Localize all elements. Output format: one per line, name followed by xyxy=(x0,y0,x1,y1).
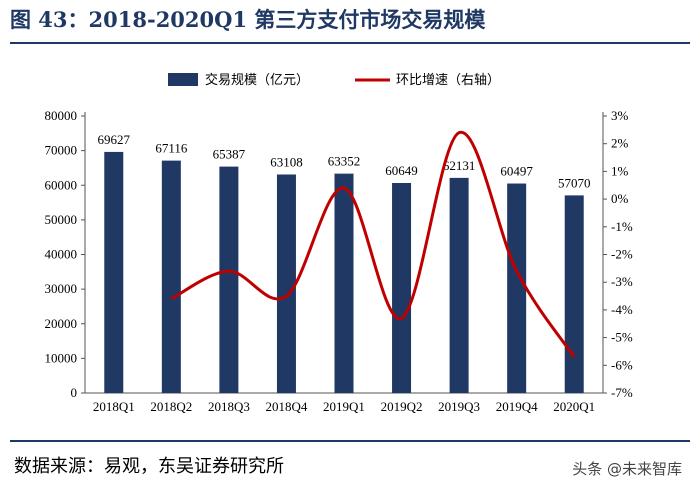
bar-value-label: 69627 xyxy=(98,132,131,147)
bar xyxy=(449,177,469,393)
y-right-tick-label: -3% xyxy=(611,274,633,289)
bar xyxy=(276,174,296,393)
watermark: 头条 @未来智库 xyxy=(568,458,686,479)
bar-value-label: 63352 xyxy=(328,154,361,169)
y-right-tick-label: -6% xyxy=(611,357,633,372)
y-left-tick-label: 80000 xyxy=(45,108,78,123)
y-right-tick-label: -7% xyxy=(611,385,633,400)
y-left-tick-label: 40000 xyxy=(45,247,78,262)
source-divider xyxy=(10,440,690,442)
y-right-tick-label: 0% xyxy=(611,191,629,206)
bar xyxy=(161,160,181,393)
x-tick-label: 2018Q3 xyxy=(208,399,250,414)
bar-value-label: 60649 xyxy=(385,163,418,178)
source-note: 数据来源：易观，东吴证券研究所 xyxy=(14,456,284,477)
x-tick-label: 2019Q2 xyxy=(381,399,423,414)
y-right-tick-label: -4% xyxy=(611,302,633,317)
y-left-tick-label: 50000 xyxy=(45,212,78,227)
y-left-tick-label: 70000 xyxy=(45,143,78,158)
legend-bar-swatch xyxy=(168,73,198,86)
y-right-tick-label: 3% xyxy=(611,108,629,123)
bar-value-label: 60497 xyxy=(500,164,533,179)
figure-title: 图 43：2018-2020Q1 第三方支付市场交易规模 xyxy=(10,7,486,32)
x-tick-label: 2020Q1 xyxy=(553,399,595,414)
x-tick-label: 2019Q1 xyxy=(323,399,365,414)
y-left-tick-label: 60000 xyxy=(45,177,78,192)
y-right-tick-label: 1% xyxy=(611,163,629,178)
legend-line-label: 环比增速（右轴） xyxy=(396,73,500,88)
title-divider xyxy=(10,42,690,44)
y-left-tick-label: 0 xyxy=(71,385,78,400)
bar-value-label: 65387 xyxy=(213,147,246,162)
y-left-tick-label: 30000 xyxy=(45,281,78,296)
x-tick-label: 2018Q2 xyxy=(150,399,192,414)
bar xyxy=(392,183,412,393)
y-right-tick-label: 2% xyxy=(611,136,629,151)
legend-bar-label: 交易规模（亿元） xyxy=(205,72,309,88)
bar xyxy=(219,166,239,393)
bar xyxy=(564,195,584,393)
y-right-tick-label: -5% xyxy=(611,330,633,345)
y-left-tick-label: 20000 xyxy=(45,316,78,331)
bar-value-label: 57070 xyxy=(558,175,591,190)
bar xyxy=(104,151,124,393)
x-tick-label: 2019Q4 xyxy=(496,399,538,414)
bar xyxy=(507,183,527,393)
bar-value-label: 67116 xyxy=(155,141,188,156)
x-tick-label: 2018Q4 xyxy=(265,399,307,414)
bar xyxy=(334,173,354,393)
y-left-tick-label: 10000 xyxy=(45,350,78,365)
x-tick-label: 2019Q3 xyxy=(438,399,480,414)
chart: 0 10000 20000 30000 40000 50000 60000 70000 8000… xyxy=(45,72,633,414)
bar-value-label: 62131 xyxy=(443,158,476,173)
y-right-tick-label: -1% xyxy=(611,219,633,234)
growth-line xyxy=(170,131,576,358)
x-tick-label: 2018Q1 xyxy=(93,399,135,414)
bar-value-label: 63108 xyxy=(270,154,303,169)
y-right-tick-label: -2% xyxy=(611,247,633,262)
